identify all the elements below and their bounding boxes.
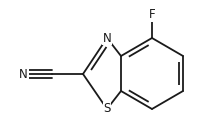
Text: N: N [103,31,111,44]
Text: F: F [149,8,155,21]
Text: N: N [19,68,28,81]
Text: S: S [103,103,111,116]
